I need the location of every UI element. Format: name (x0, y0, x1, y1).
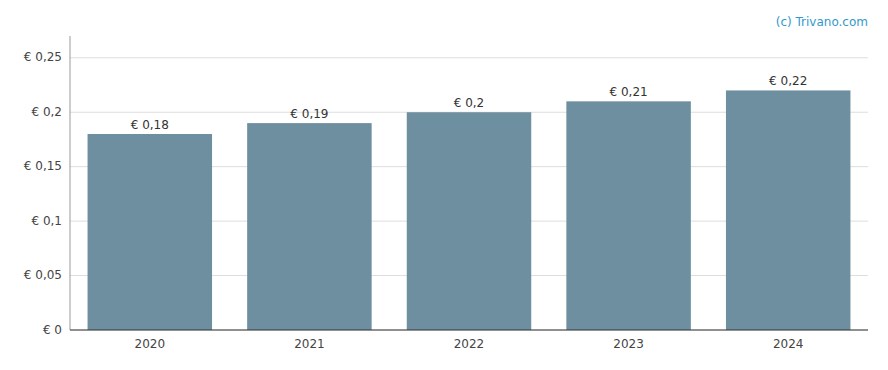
page: {"chart_data": {"type": "bar", "annotati… (0, 0, 888, 370)
data-label: € 0,2 (454, 96, 485, 110)
y-tick-label: € 0,05 (24, 268, 62, 282)
x-axis: 2020 2021 2022 2023 2024 (70, 330, 868, 351)
grid-line (70, 330, 868, 331)
data-label: € 0,18 (131, 118, 169, 132)
y-tick-label: € 0 (43, 323, 62, 337)
y-tick-label: € 0,1 (31, 214, 62, 228)
y-grid (70, 58, 868, 330)
y-tick-label: € 0,25 (24, 50, 62, 64)
x-tick-label: 2020 (135, 337, 166, 351)
bar (726, 90, 850, 330)
bar (247, 123, 371, 330)
watermark: (c) Trivano.com (776, 15, 868, 29)
y-axis-line (70, 36, 71, 330)
y-tick-label: € 0,15 (24, 159, 62, 173)
x-tick-label: 2022 (454, 337, 485, 351)
bar (88, 134, 212, 330)
y-axis: € 0 € 0,05 € 0,1 € 0,15 € 0,2 € 0,25 (24, 36, 70, 337)
x-tick-label: 2024 (773, 337, 804, 351)
data-label: € 0,21 (610, 85, 648, 99)
x-tick-label: 2023 (613, 337, 644, 351)
bar (566, 101, 690, 330)
bars (88, 90, 851, 330)
data-label: € 0,22 (769, 74, 807, 88)
y-tick-label: € 0,2 (31, 105, 62, 119)
chart-container: € 0€ 0,05€ 0,1€ 0,15€ 0,2€ 0,25€ 0,18€ 0… (0, 0, 888, 370)
grid-line (70, 57, 868, 58)
x-tick-label: 2021 (294, 337, 325, 351)
data-label: € 0,19 (290, 107, 328, 121)
chart-svg: € 0€ 0,05€ 0,1€ 0,15€ 0,2€ 0,25€ 0,18€ 0… (0, 0, 888, 370)
x-axis-line (70, 330, 868, 331)
bar (407, 112, 531, 330)
data-labels: € 0,18 € 0,19 € 0,2 € 0,21 € 0,22 (131, 74, 808, 132)
